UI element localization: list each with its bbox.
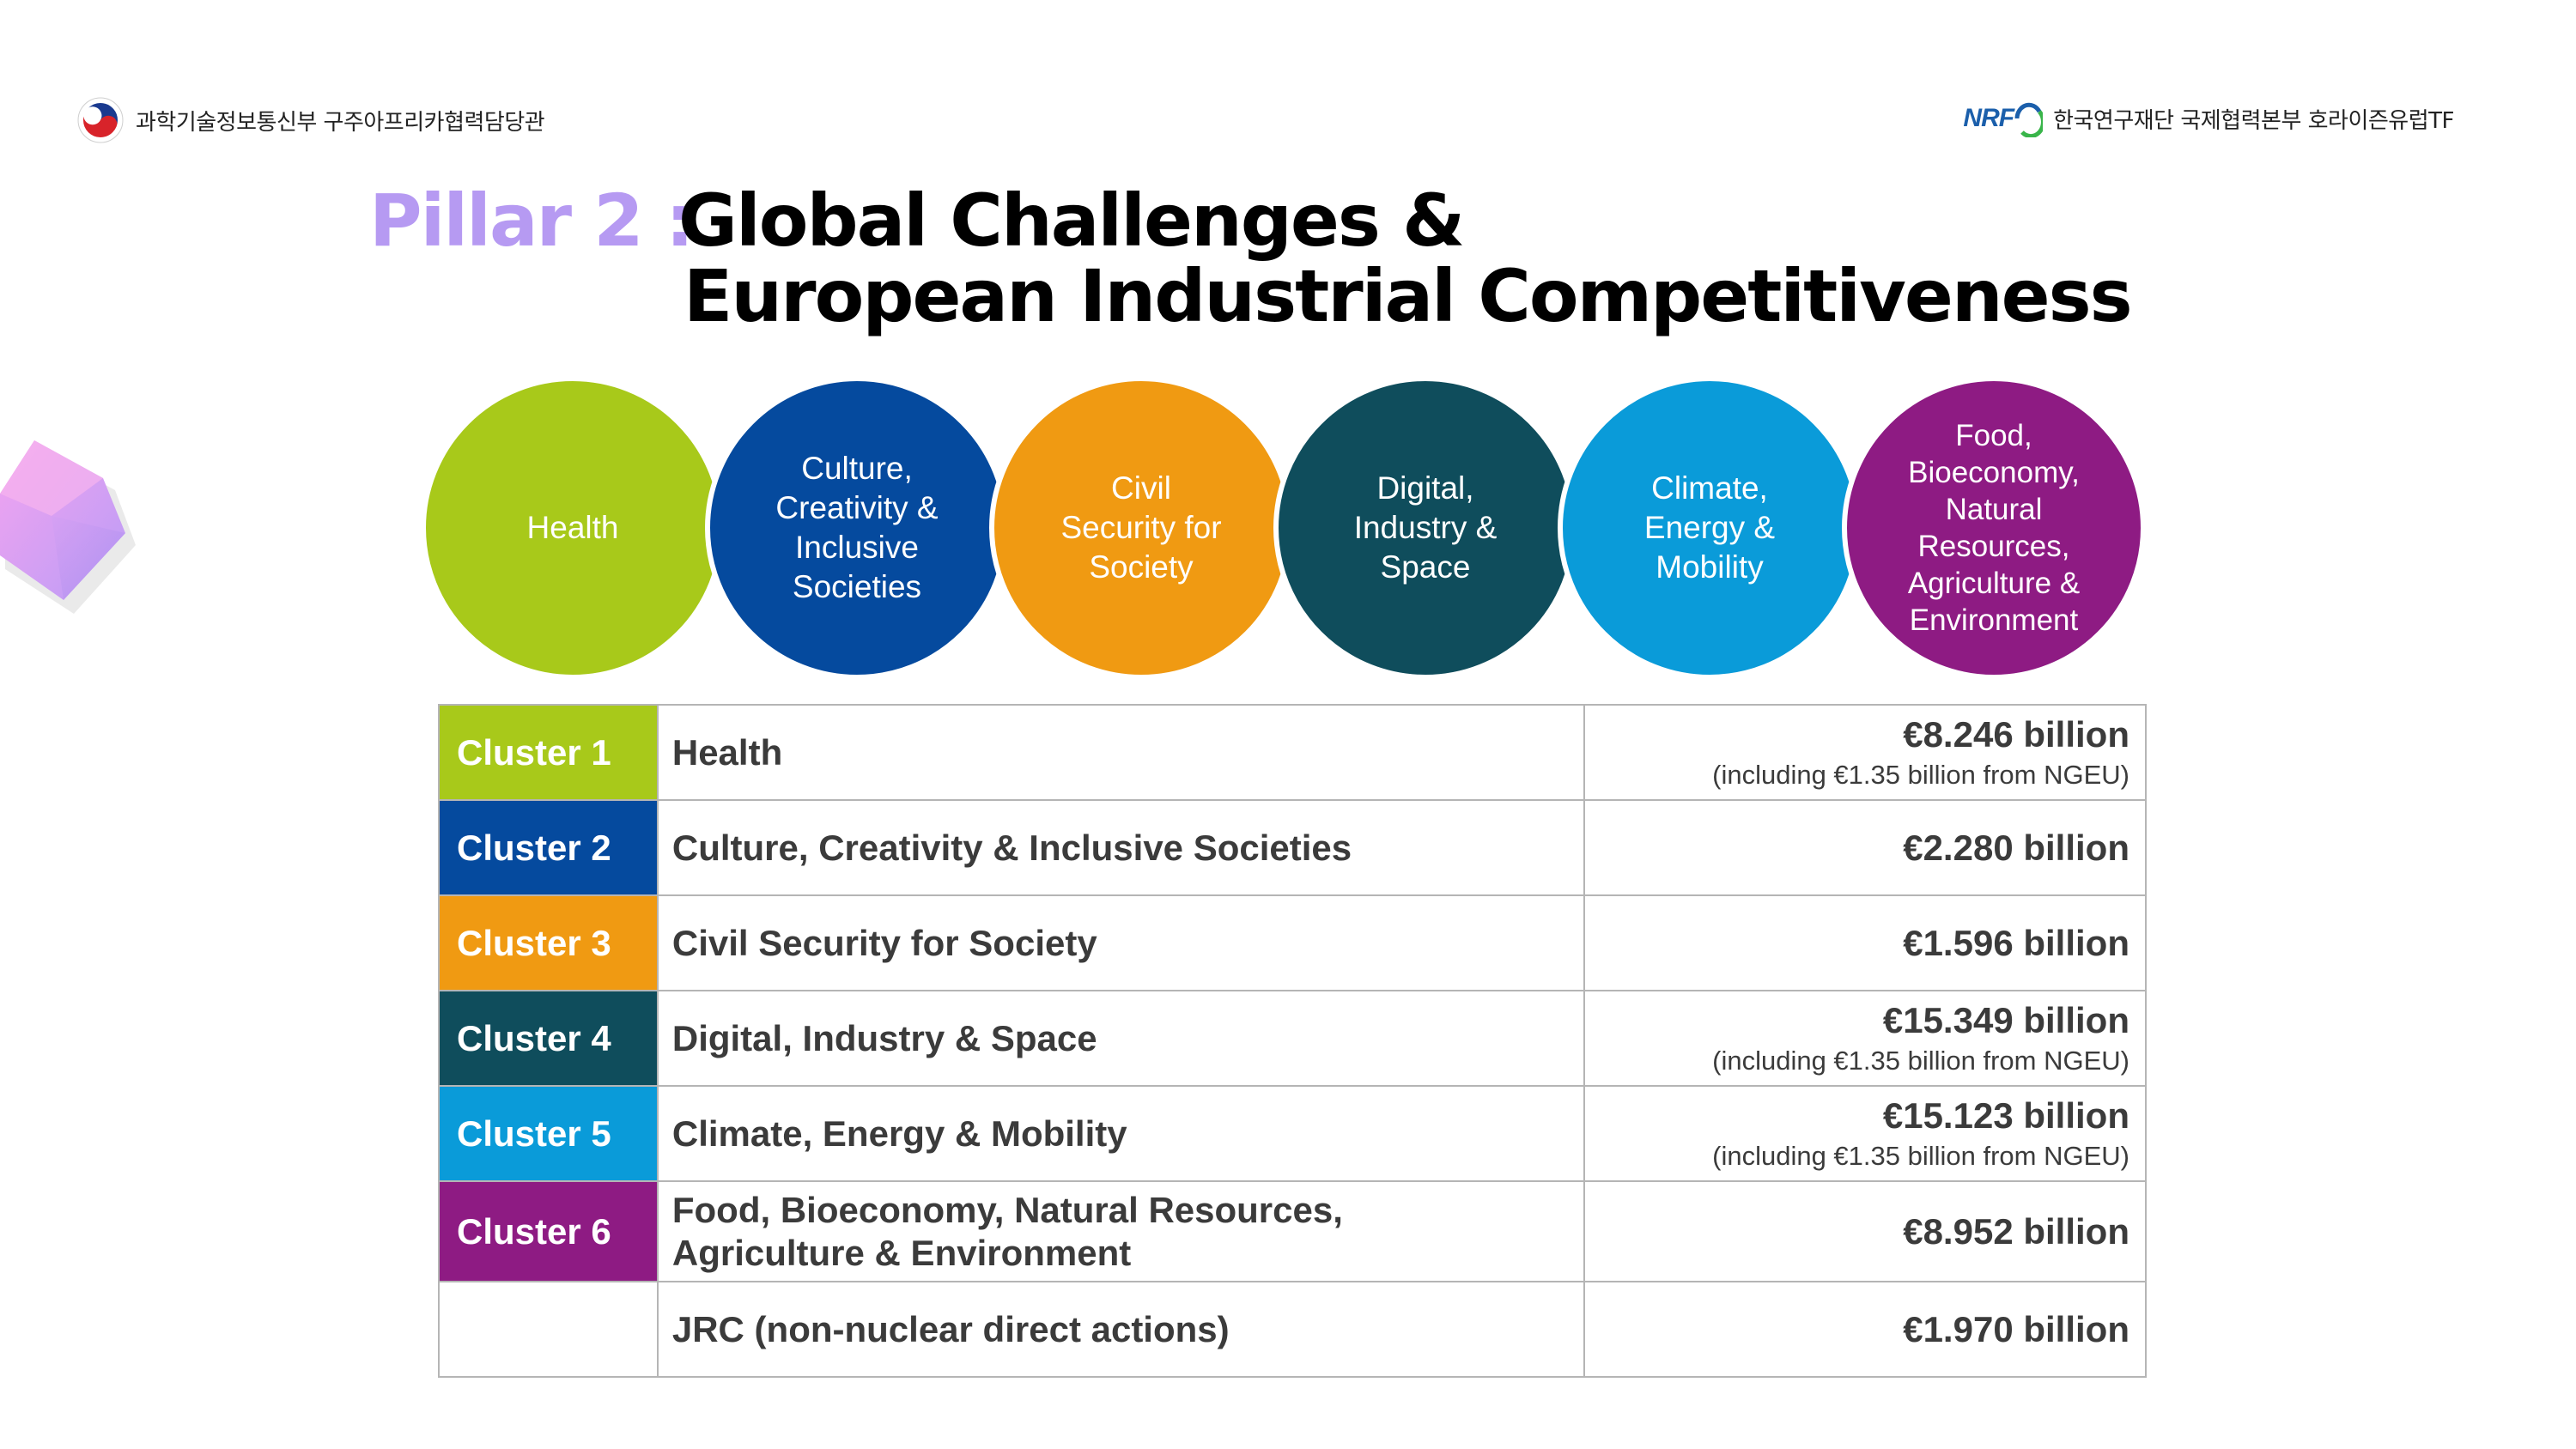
budget-amount: €2.280 billion [1903, 827, 2129, 868]
cluster-label: Cluster 3 [438, 894, 659, 991]
cluster-name: Climate, Energy & Mobility [656, 1085, 1585, 1182]
budget-note: (including €1.35 billion from NGEU) [1712, 1140, 2129, 1171]
budget-table: Cluster 1 Health €8.246 billion (includi… [438, 704, 2148, 1378]
budget-amount: €1.970 billion [1903, 1308, 2129, 1349]
budget-amount: €1.596 billion [1903, 922, 2129, 963]
cluster-name: Culture, Creativity & Inclusive Societie… [656, 799, 1585, 896]
ministry-name: 과학기술정보통신부 구주아프리카협력담당관 [136, 109, 545, 136]
cluster-name: JRC (non-nuclear direct actions) [656, 1281, 1585, 1378]
nrf-department: 한국연구재단 국제협력본부 호라이즌유럽TF [2053, 107, 2454, 134]
nrf-logo: NRF [1963, 100, 2044, 137]
budget-note: (including €1.35 billion from NGEU) [1712, 1045, 2129, 1076]
cluster-name: Food, Bioeconomy, Natural Resources, Agr… [656, 1180, 1585, 1282]
cluster-budget: €8.952 billion [1583, 1180, 2148, 1282]
decorative-gem-shape [0, 440, 136, 614]
table-row: Cluster 1 Health €8.246 billion (includi… [438, 704, 2148, 801]
circle-climate: Climate, Energy & Mobility [1558, 376, 1862, 680]
budget-amount: €15.349 billion [1882, 999, 2129, 1040]
cluster-budget: €1.596 billion [1583, 894, 2148, 991]
cluster-name: Civil Security for Society [656, 894, 1585, 991]
title-line-1: Global Challenges & [678, 179, 1465, 263]
cluster-label: Cluster 1 [438, 704, 659, 801]
circle-digital: Digital, Industry & Space [1273, 376, 1577, 680]
table-row: Cluster 5 Climate, Energy & Mobility €15… [438, 1085, 2148, 1182]
circle-food: Food, Bioeconomy, Natural Resources, Agr… [1842, 376, 2146, 680]
cluster-label: Cluster 4 [438, 990, 659, 1087]
nrf-swoosh-icon [2014, 102, 2044, 137]
circle-culture: Culture, Creativity & Inclusive Societie… [705, 376, 1009, 680]
cluster-label: Cluster 5 [438, 1085, 659, 1182]
cluster-budget: €2.280 billion [1583, 799, 2148, 896]
cluster-budget: €15.123 billion (including €1.35 billion… [1583, 1085, 2148, 1182]
cluster-budget: €8.246 billion (including €1.35 billion … [1583, 704, 2148, 801]
table-row: Cluster 4 Digital, Industry & Space €15.… [438, 990, 2148, 1087]
cluster-name: Digital, Industry & Space [656, 990, 1585, 1087]
ministry-header: 과학기술정보통신부 구주아프리카협력담당관 [77, 96, 545, 144]
cluster-budget: €15.349 billion (including €1.35 billion… [1583, 990, 2148, 1087]
nrf-logo-text: NRF [1963, 104, 2014, 132]
cluster-circles: Health Culture, Creativity & Inclusive S… [421, 376, 2164, 685]
taegeuk-emblem-icon [77, 97, 124, 143]
nrf-header: NRF 한국연구재단 국제협력본부 호라이즌유럽TF [1963, 93, 2454, 144]
table-row: Cluster 6 Food, Bioeconomy, Natural Reso… [438, 1180, 2148, 1282]
table-row: Cluster 3 Civil Security for Society €1.… [438, 894, 2148, 991]
title-line-2: European Industrial Competitiveness [683, 254, 2133, 338]
budget-note: (including €1.35 billion from NGEU) [1712, 759, 2129, 790]
cluster-budget: €1.970 billion [1583, 1281, 2148, 1378]
budget-amount: €8.246 billion [1903, 713, 2129, 755]
pillar-label: Pillar 2 : [369, 179, 695, 263]
cluster-label: Cluster 6 [438, 1180, 659, 1282]
cluster-name: Health [656, 704, 1585, 801]
cluster-label: Cluster 2 [438, 799, 659, 896]
table-row: JRC (non-nuclear direct actions) €1.970 … [438, 1281, 2148, 1378]
cluster-label [438, 1281, 659, 1378]
budget-amount: €15.123 billion [1882, 1094, 2129, 1136]
circle-health: Health [421, 376, 725, 680]
budget-amount: €8.952 billion [1903, 1210, 2129, 1252]
table-row: Cluster 2 Culture, Creativity & Inclusiv… [438, 799, 2148, 896]
circle-civil-security: Civil Security for Society [989, 376, 1293, 680]
